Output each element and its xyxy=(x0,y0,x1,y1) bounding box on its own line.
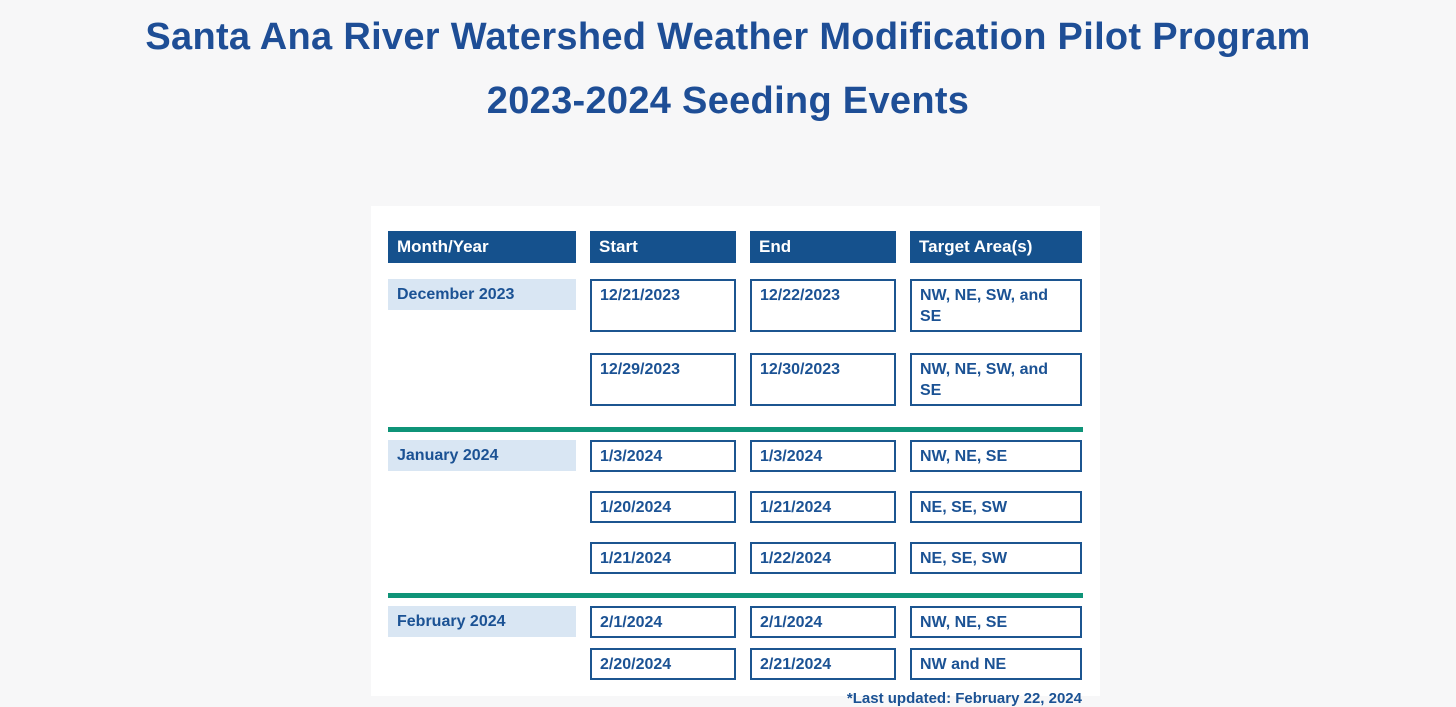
start-date-box: 1/3/2024 xyxy=(590,440,736,472)
start-date-box: 2/20/2024 xyxy=(590,648,736,680)
table-groups: December 2023 12/21/2023 12/22/2023 NW, NE,… xyxy=(388,279,1083,680)
month-spacer xyxy=(388,542,576,573)
start-date-box: 1/21/2024 xyxy=(590,542,736,574)
start-date-box: 2/1/2024 xyxy=(590,606,736,638)
event-row: January 2024 1/3/2024 1/3/2024 NW, NE, SE xyxy=(388,440,1083,472)
month-spacer xyxy=(388,491,576,522)
end-date-box: 12/22/2023 xyxy=(750,279,896,332)
month-group: January 2024 1/3/2024 1/3/2024 NW, NE, SE 1/… xyxy=(388,427,1083,574)
month-divider xyxy=(388,593,1083,598)
event-row: December 2023 12/21/2023 12/22/2023 NW, NE,… xyxy=(388,279,1083,332)
column-header-end: End xyxy=(750,231,896,263)
end-date-box: 1/22/2024 xyxy=(750,542,896,574)
table-header-row: Month/Year Start End Target Area(s) xyxy=(388,231,1083,263)
end-date-box: 12/30/2023 xyxy=(750,353,896,406)
end-date-box: 2/1/2024 xyxy=(750,606,896,638)
target-area-box: NE, SE, SW xyxy=(910,491,1082,523)
last-updated-note: *Last updated: February 22, 2024 xyxy=(846,690,1082,707)
end-date-box: 2/21/2024 xyxy=(750,648,896,680)
page-title: Santa Ana River Watershed Weather Modifi… xyxy=(0,0,1456,143)
target-area-box: NW, NE, SW, and SE xyxy=(910,353,1082,406)
start-date-box: 12/21/2023 xyxy=(590,279,736,332)
target-area-box: NW, NE, SE xyxy=(910,440,1082,472)
month-divider xyxy=(388,427,1083,432)
end-date-box: 1/21/2024 xyxy=(750,491,896,523)
month-group: December 2023 12/21/2023 12/22/2023 NW, NE,… xyxy=(388,279,1083,406)
page-title-line-1: Santa Ana River Watershed Weather Modifi… xyxy=(145,16,1311,58)
end-date-box: 1/3/2024 xyxy=(750,440,896,472)
month-label: February 2024 xyxy=(388,606,576,637)
column-header-start: Start xyxy=(590,231,736,263)
event-row: 1/20/2024 1/21/2024 NE, SE, SW xyxy=(388,491,1083,523)
event-row: 2/20/2024 2/21/2024 NW and NE xyxy=(388,648,1083,680)
target-area-box: NW, NE, SW, and SE xyxy=(910,279,1082,332)
start-date-box: 12/29/2023 xyxy=(590,353,736,406)
seeding-events-table-card: Month/Year Start End Target Area(s) Dece… xyxy=(371,206,1100,707)
page-title-line-2: 2023-2024 Seeding Events xyxy=(486,79,970,122)
month-label: January 2024 xyxy=(388,440,576,471)
target-area-box: NW and NE xyxy=(910,648,1082,680)
start-date-box: 1/20/2024 xyxy=(590,491,736,523)
month-label: December 2023 xyxy=(388,279,576,310)
column-header-target-areas: Target Area(s) xyxy=(910,231,1082,263)
target-area-box: NE, SE, SW xyxy=(910,542,1082,574)
month-group: February 2024 2/1/2024 2/1/2024 NW, NE, SE 2… xyxy=(388,593,1083,680)
target-area-box: NW, NE, SE xyxy=(910,606,1082,638)
event-row: 12/29/2023 12/30/2023 NW, NE, SW, and SE xyxy=(388,353,1083,406)
event-row: February 2024 2/1/2024 2/1/2024 NW, NE, SE xyxy=(388,606,1083,638)
event-row: 1/21/2024 1/22/2024 NE, SE, SW xyxy=(388,542,1083,574)
month-spacer xyxy=(388,648,576,679)
month-spacer xyxy=(388,353,576,384)
column-header-month-year: Month/Year xyxy=(388,231,576,263)
